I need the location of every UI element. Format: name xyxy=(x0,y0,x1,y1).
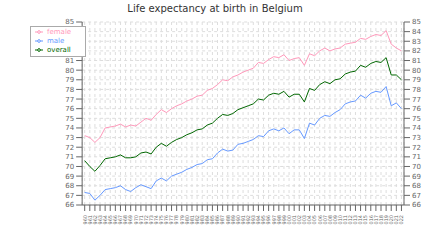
svg-text:78: 78 xyxy=(65,86,74,94)
svg-text:73: 73 xyxy=(65,134,74,142)
svg-text:79: 79 xyxy=(412,76,421,84)
svg-text:75: 75 xyxy=(65,115,74,123)
svg-text:77: 77 xyxy=(412,96,421,104)
svg-text:83: 83 xyxy=(412,38,421,46)
svg-text:67: 67 xyxy=(412,192,421,200)
svg-text:84: 84 xyxy=(65,28,74,36)
svg-text:71: 71 xyxy=(412,153,421,161)
svg-text:2022: 2022 xyxy=(398,215,404,225)
svg-text:80: 80 xyxy=(65,67,74,75)
svg-text:73: 73 xyxy=(412,134,421,142)
svg-text:85: 85 xyxy=(412,18,421,26)
svg-text:69: 69 xyxy=(65,173,74,181)
svg-text:77: 77 xyxy=(65,96,74,104)
svg-text:79: 79 xyxy=(65,76,74,84)
svg-text:74: 74 xyxy=(65,124,74,132)
svg-text:75: 75 xyxy=(412,115,421,123)
svg-text:80: 80 xyxy=(412,67,421,75)
svg-text:76: 76 xyxy=(412,105,421,113)
svg-text:69: 69 xyxy=(412,173,421,181)
svg-text:82: 82 xyxy=(65,47,74,55)
svg-text:74: 74 xyxy=(412,124,421,132)
svg-text:71: 71 xyxy=(65,153,74,161)
svg-text:72: 72 xyxy=(412,144,421,152)
svg-text:67: 67 xyxy=(65,192,74,200)
svg-text:84: 84 xyxy=(412,28,421,36)
svg-text:78: 78 xyxy=(412,86,421,94)
svg-text:82: 82 xyxy=(412,47,421,55)
svg-text:72: 72 xyxy=(65,144,74,152)
svg-text:83: 83 xyxy=(65,38,74,46)
svg-text:70: 70 xyxy=(65,163,74,171)
svg-text:66: 66 xyxy=(65,201,74,209)
svg-text:70: 70 xyxy=(412,163,421,171)
svg-text:68: 68 xyxy=(65,182,74,190)
svg-text:81: 81 xyxy=(65,57,74,65)
svg-text:81: 81 xyxy=(412,57,421,65)
svg-text:76: 76 xyxy=(65,105,74,113)
svg-text:85: 85 xyxy=(65,18,74,26)
svg-text:66: 66 xyxy=(412,201,421,209)
svg-text:68: 68 xyxy=(412,182,421,190)
